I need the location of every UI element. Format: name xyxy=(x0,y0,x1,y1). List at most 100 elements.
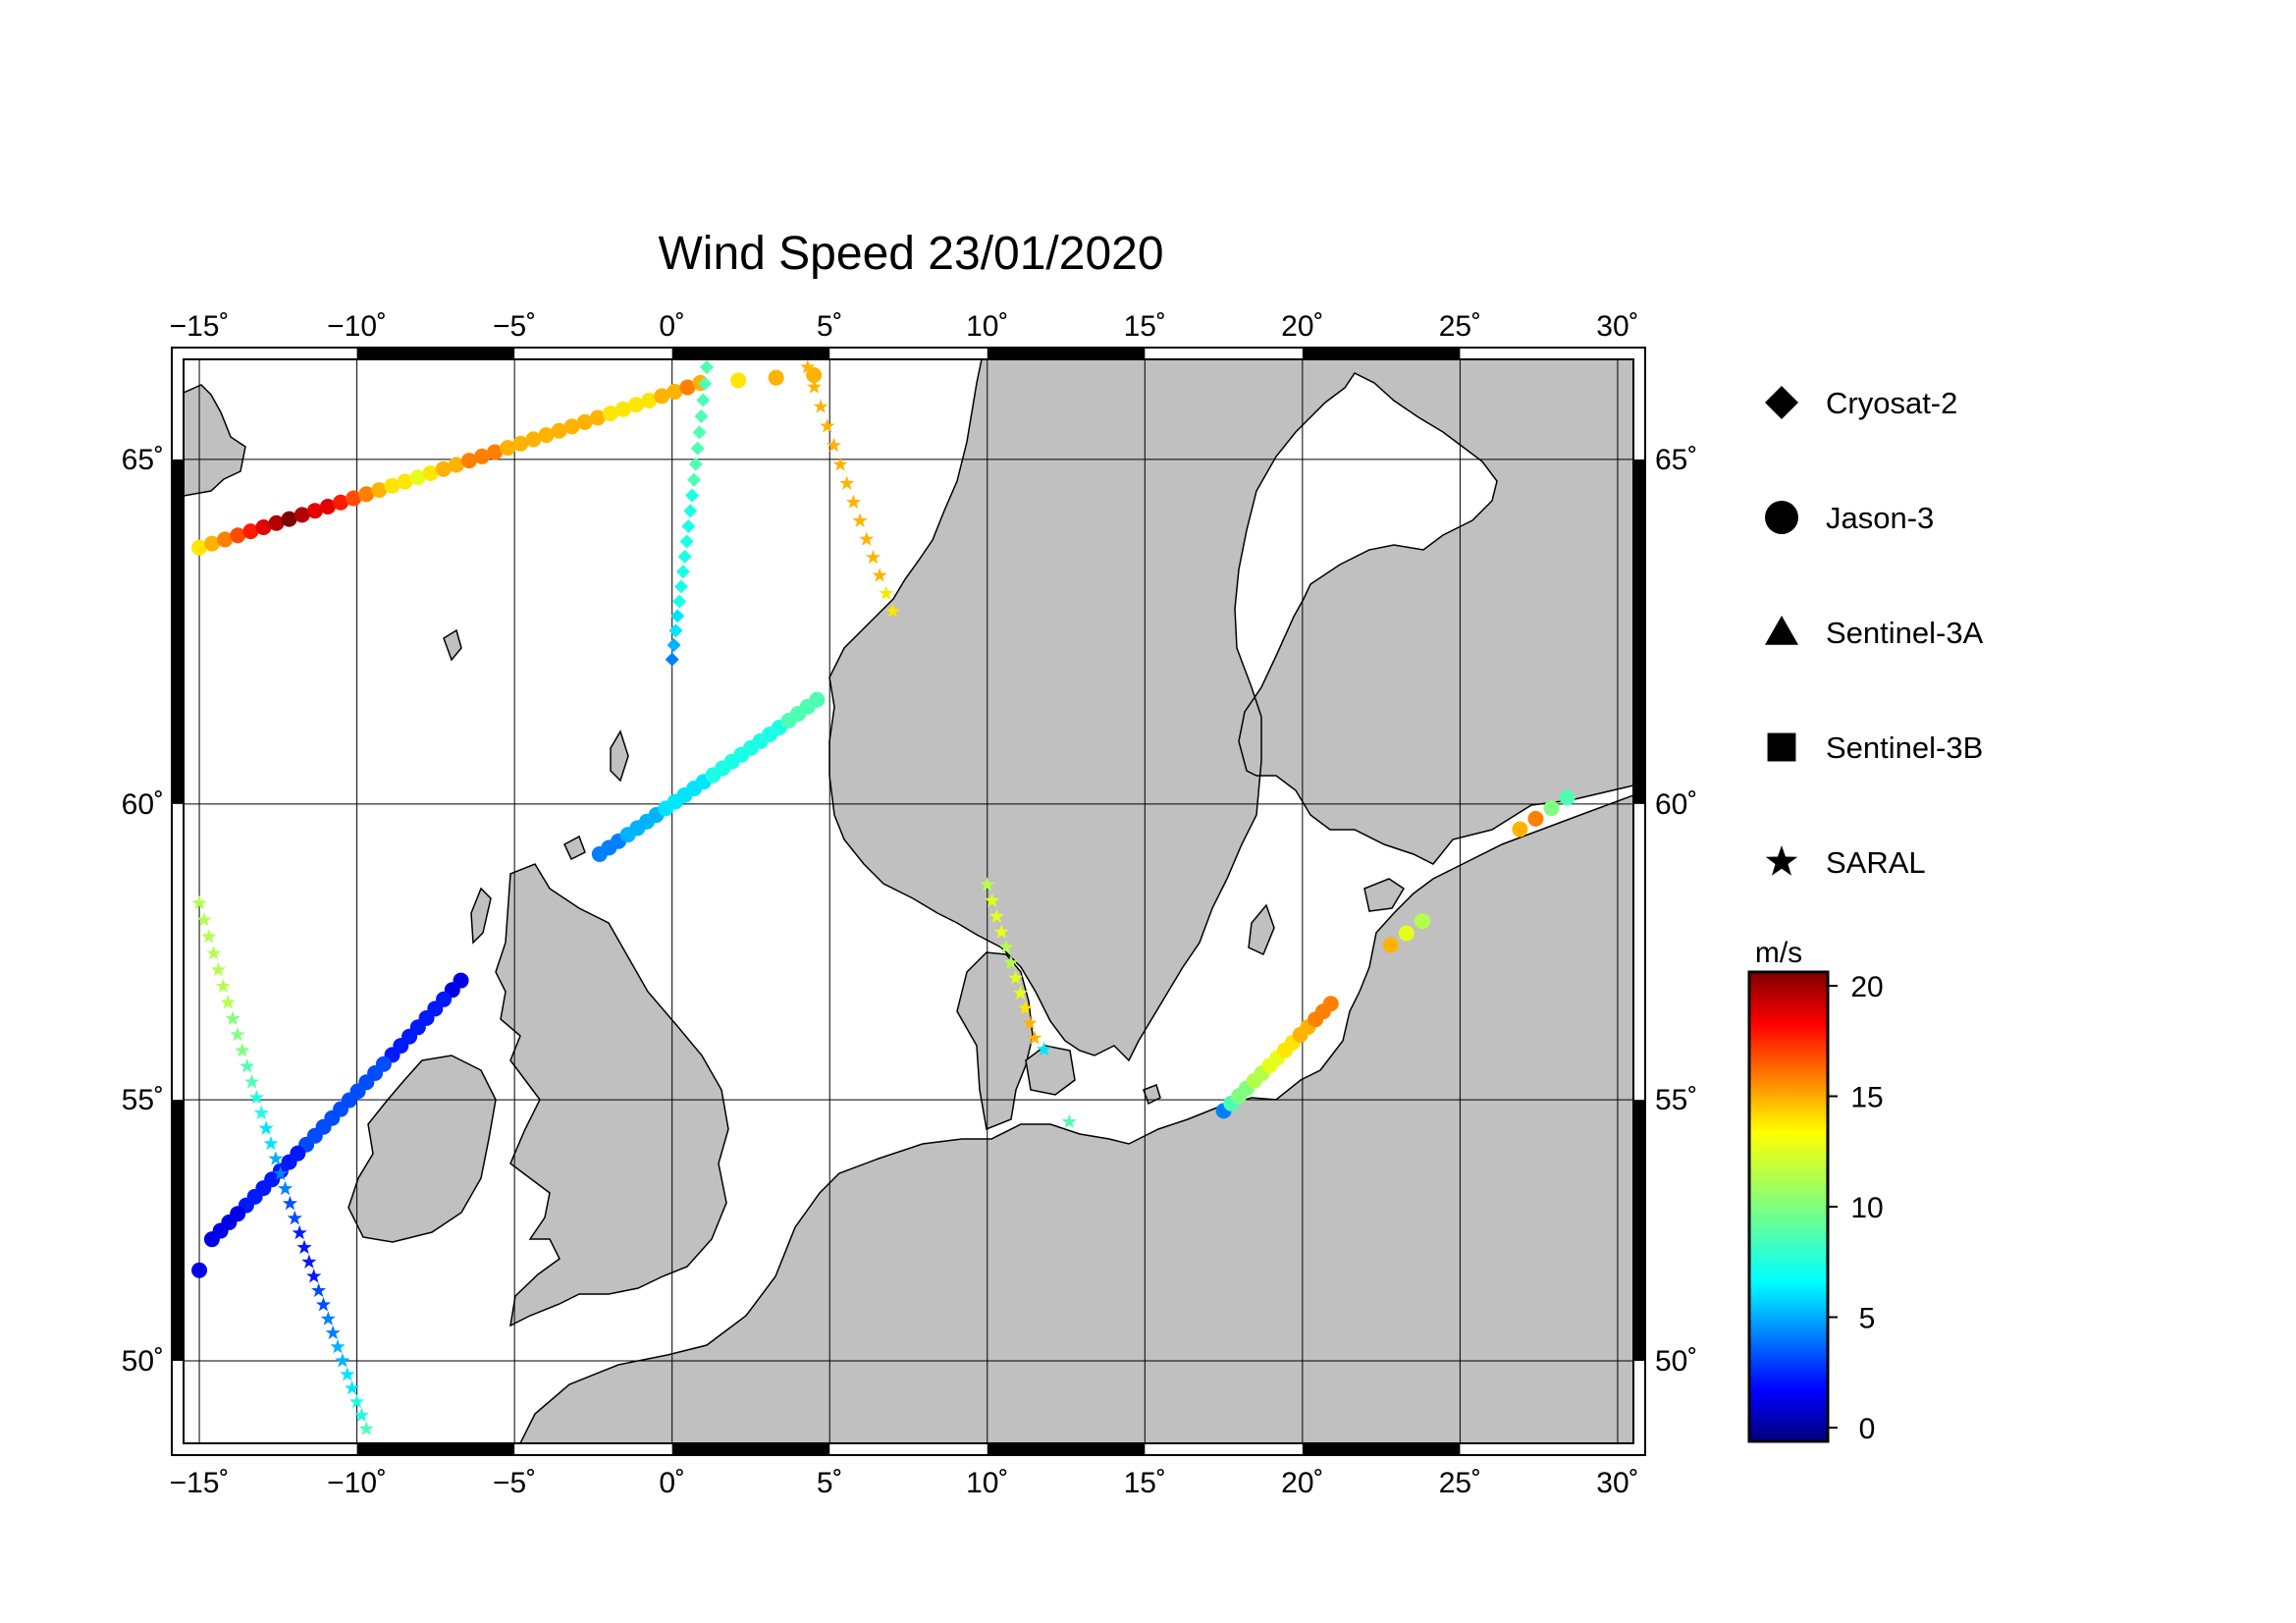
land-great-britain xyxy=(495,863,729,1327)
track-point-circle xyxy=(1322,996,1339,1012)
track-point-circle xyxy=(242,523,259,540)
track-point-circle xyxy=(333,494,349,511)
lon-tick-label-bottom: −15˚ xyxy=(170,1467,230,1499)
lat-tick-label-left: 60˚ xyxy=(122,788,164,821)
land-saaremaa xyxy=(1363,878,1406,912)
frame-bottom-segment xyxy=(356,1443,515,1455)
track-point-diamond xyxy=(668,623,683,638)
lon-tick-label-bottom: 10˚ xyxy=(966,1467,1008,1499)
track-point-circle xyxy=(667,383,683,400)
lon-tick-label-bottom: 30˚ xyxy=(1596,1467,1638,1499)
axis-tick-labels: −15˚ −15˚ −10˚ −10˚ −5˚ −5˚ 0˚ 0˚ 5˚ 5˚ 10˚ 10˚ 15˚ 1… xyxy=(122,310,1698,1499)
legend-item-star: SARAL xyxy=(1765,845,1926,880)
frame-right-segment xyxy=(1633,459,1645,804)
track-point-circle xyxy=(641,392,658,408)
land-continent xyxy=(519,794,1633,1443)
lon-tick-label-top: 0˚ xyxy=(659,310,685,343)
land-shetland xyxy=(610,730,629,783)
lon-tick-label-top: −5˚ xyxy=(493,310,536,343)
track-point-circle xyxy=(628,397,645,413)
triangle-icon xyxy=(1765,616,1798,645)
legend-label: SARAL xyxy=(1826,845,1926,880)
lon-tick-label-top: −10˚ xyxy=(327,310,387,343)
track-point-diamond xyxy=(690,441,705,456)
track-point-circle xyxy=(538,427,555,444)
frame-bottom-segment xyxy=(1302,1443,1461,1455)
track-point-diamond xyxy=(665,652,679,667)
track-point-circle xyxy=(1527,810,1544,827)
track-point-diamond xyxy=(667,637,681,652)
track-point-circle xyxy=(654,388,670,405)
track-point-circle xyxy=(768,369,784,386)
track-point-circle xyxy=(306,503,323,519)
track-point-circle xyxy=(602,406,618,422)
frame-left-segment xyxy=(172,459,184,804)
land-ireland xyxy=(347,1055,497,1243)
track-point-diamond xyxy=(692,425,707,440)
legend-label: Sentinel-3A xyxy=(1826,616,1984,650)
track-point-circle xyxy=(191,1262,208,1278)
track-point-circle xyxy=(460,453,477,469)
lon-tick-label-top: 30˚ xyxy=(1596,310,1638,343)
legend-label: Sentinel-3B xyxy=(1826,730,1983,765)
track-point-circle xyxy=(422,464,439,481)
circle-icon xyxy=(1765,501,1798,534)
track-point-circle xyxy=(435,460,452,477)
frame-top-segment xyxy=(987,348,1146,359)
lon-tick-label-top: 20˚ xyxy=(1281,310,1323,343)
track-point-circle xyxy=(525,431,542,448)
lon-tick-label-bottom: −5˚ xyxy=(493,1467,536,1499)
track-point-circle xyxy=(589,409,606,426)
frame-right-segment xyxy=(1633,1100,1645,1361)
track-point-diamond xyxy=(694,408,709,423)
square-icon xyxy=(1767,732,1796,762)
colorbar-tick-label: 10 xyxy=(1850,1192,1883,1224)
track-point-circle xyxy=(730,372,747,389)
legend-label: Cryosat-2 xyxy=(1826,386,1957,420)
chart-title: Wind Speed 23/01/2020 xyxy=(658,228,1163,280)
track-point-diamond xyxy=(700,360,715,375)
series-jason-3 xyxy=(191,367,1575,1278)
track-point-circle xyxy=(217,531,234,548)
lon-tick-label-top: 15˚ xyxy=(1124,310,1166,343)
colorbar-unit-label: m/s xyxy=(1755,937,1802,969)
track-point-diamond xyxy=(683,504,698,518)
frame-bottom-segment xyxy=(987,1443,1146,1455)
satellite-legend: Cryosat-2 Jason-3 Sentinel-3A Sentinel-3B SA… xyxy=(1765,386,1984,880)
lon-tick-label-bottom: 5˚ xyxy=(817,1467,843,1499)
lat-tick-label-left: 55˚ xyxy=(122,1084,164,1116)
land-faroe xyxy=(443,628,462,662)
track-point-circle xyxy=(474,448,491,464)
lon-tick-label-bottom: 20˚ xyxy=(1281,1467,1323,1499)
wind-speed-markers xyxy=(191,359,1575,1435)
lat-tick-label-left: 50˚ xyxy=(122,1345,164,1378)
frame-left-segment xyxy=(172,1100,184,1361)
frame-bottom-segment xyxy=(671,1443,830,1455)
legend-item-circle: Jason-3 xyxy=(1765,501,1934,535)
colorbar-tick-label: 20 xyxy=(1850,971,1883,1003)
star-icon xyxy=(1765,845,1798,876)
frame-top-segment xyxy=(1302,348,1461,359)
track-point-diamond xyxy=(672,594,687,609)
track-point-circle xyxy=(1382,937,1399,953)
lon-tick-label-top: −15˚ xyxy=(170,310,230,343)
track-point-circle xyxy=(204,535,221,552)
frame-top-segment xyxy=(356,348,515,359)
lat-tick-label-left: 65˚ xyxy=(122,444,164,476)
map-panel: −15˚ −15˚ −10˚ −10˚ −5˚ −5˚ 0˚ 0˚ 5˚ 5˚ 10˚ 10˚ 15˚ 1… xyxy=(122,310,1698,1499)
track-point-circle xyxy=(281,511,297,527)
track-point-circle xyxy=(809,691,826,708)
colorbar-tick-label: 15 xyxy=(1850,1082,1883,1114)
track-point-circle xyxy=(1398,925,1415,942)
track-point-circle xyxy=(294,507,310,523)
lon-tick-label-bottom: 0˚ xyxy=(659,1467,685,1499)
track-point-diamond xyxy=(679,534,694,549)
track-point-circle xyxy=(191,539,208,556)
land-bornholm xyxy=(1143,1084,1161,1106)
lon-tick-label-top: 5˚ xyxy=(817,310,843,343)
frame-outer xyxy=(171,347,1646,1456)
legend-item-diamond: Cryosat-2 xyxy=(1765,386,1957,420)
lon-tick-label-top: 10˚ xyxy=(966,310,1008,343)
track-point-diamond xyxy=(675,565,690,579)
track-point-circle xyxy=(615,401,632,417)
